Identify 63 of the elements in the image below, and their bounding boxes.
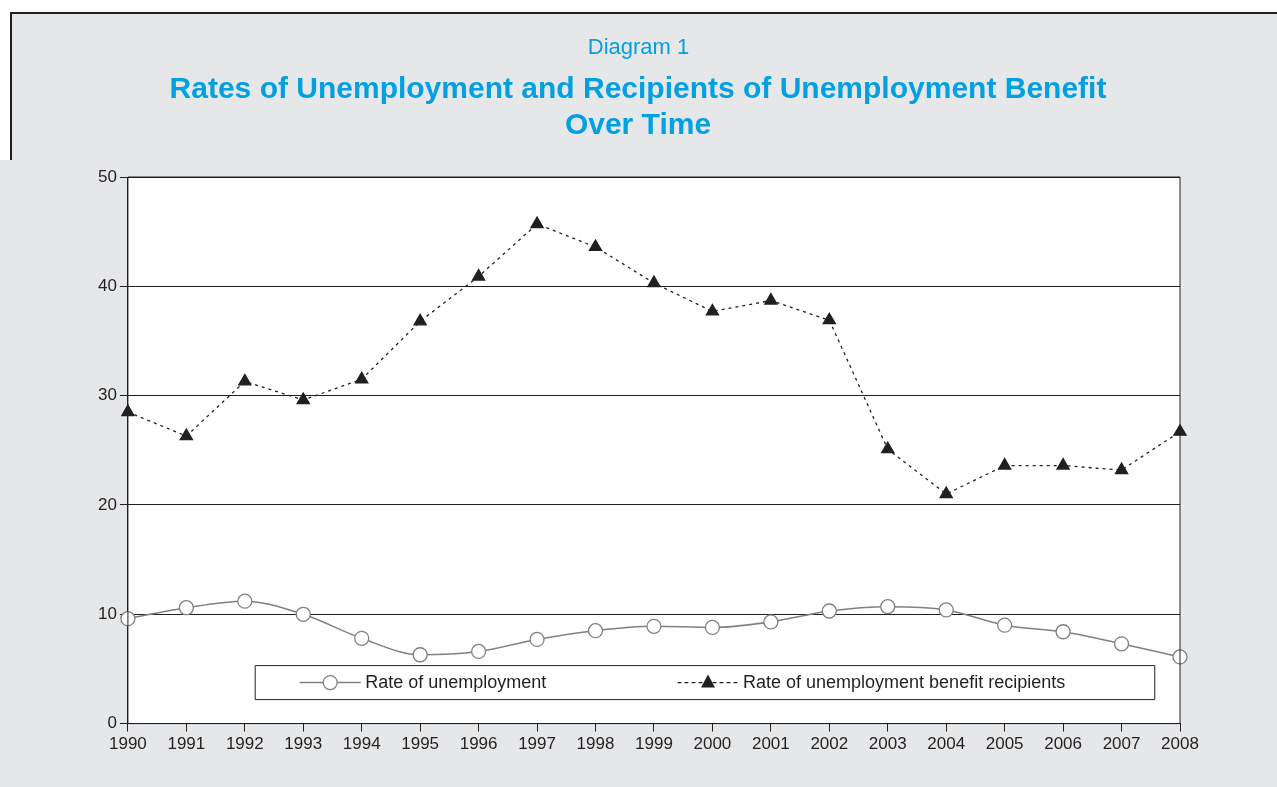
legend-label: Rate of unemployment benefit recipients — [742, 671, 1066, 692]
point — [238, 373, 252, 386]
x-tick-label: 1993 — [284, 734, 323, 754]
x-tick-label: 2005 — [985, 734, 1024, 754]
point — [588, 239, 603, 252]
x-tick-label: 1996 — [459, 734, 498, 754]
x-tick-label: 2002 — [810, 734, 849, 754]
point — [997, 457, 1012, 470]
x-tick-label: 2003 — [868, 734, 907, 754]
point — [529, 631, 545, 648]
point — [1055, 624, 1071, 640]
x-tick-label: 1990 — [109, 734, 147, 754]
y-tick-label: 30 — [97, 385, 117, 405]
point — [179, 428, 194, 441]
y-tick-label: 40 — [97, 276, 117, 296]
y-tick-label: 10 — [97, 603, 117, 623]
point — [354, 630, 370, 646]
point — [412, 647, 428, 663]
x-tick-label: 1997 — [518, 734, 556, 754]
x-tick-label: 1998 — [576, 734, 615, 754]
x-tick-label: 1992 — [225, 734, 264, 754]
point — [355, 371, 369, 384]
point — [939, 486, 953, 499]
x-tick-label: 2006 — [1044, 734, 1083, 754]
point — [938, 602, 954, 618]
legend-label: Rate of unemployment — [365, 671, 547, 692]
point — [296, 392, 310, 405]
y-tick-label: 0 — [107, 713, 117, 733]
x-tick-label: 2007 — [1102, 734, 1141, 754]
x-tick-label: 1999 — [635, 734, 673, 754]
point — [821, 603, 837, 619]
point — [1056, 457, 1070, 470]
point — [1114, 462, 1129, 475]
point — [880, 598, 896, 615]
point — [705, 303, 720, 316]
x-tick-label: 2001 — [751, 734, 790, 754]
point — [530, 216, 544, 229]
point — [295, 606, 311, 622]
point — [646, 618, 662, 634]
x-tick-label: 2008 — [1161, 734, 1199, 754]
chart-title: Rates of Unemployment and Recipients of Unemployment Benefit Over Time — [168, 70, 1108, 142]
x-tick-label: 2004 — [927, 734, 966, 754]
point — [178, 600, 195, 616]
point — [647, 275, 661, 288]
x-tick-label: 1991 — [167, 734, 206, 754]
chart-subtitle: Diagram 1 — [586, 34, 691, 60]
point — [1113, 636, 1130, 652]
point — [763, 614, 779, 630]
point — [471, 268, 486, 281]
point — [413, 313, 427, 326]
point — [997, 617, 1013, 633]
x-tick-label: 1995 — [401, 734, 440, 754]
point — [587, 623, 604, 639]
x-tick-label: 2000 — [693, 734, 732, 754]
y-tick-label: 20 — [97, 494, 117, 514]
point — [237, 593, 253, 609]
point — [881, 441, 895, 454]
point — [704, 619, 721, 636]
point — [764, 292, 778, 305]
point — [470, 643, 487, 660]
x-tick-label: 1994 — [342, 734, 381, 754]
point — [822, 312, 837, 325]
y-tick-label: 50 — [97, 166, 117, 186]
